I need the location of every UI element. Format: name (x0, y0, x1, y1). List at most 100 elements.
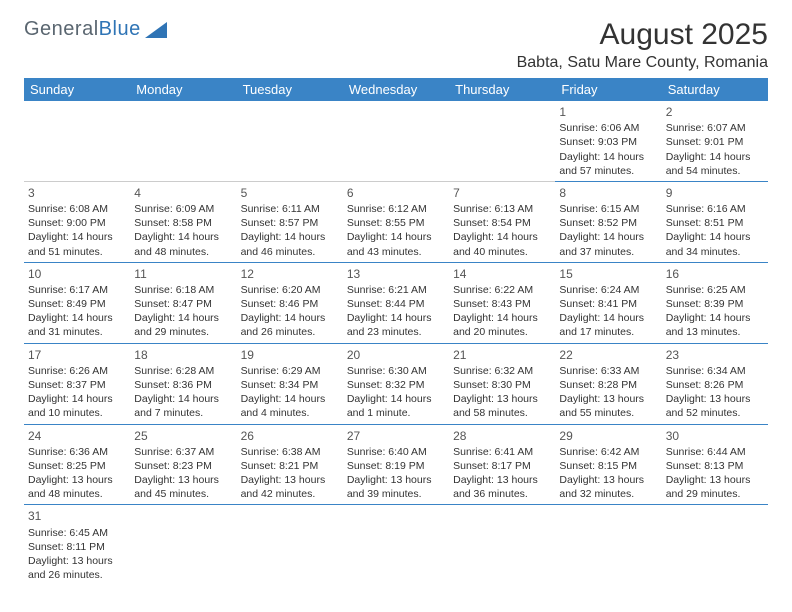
daylight-text: Daylight: 14 hours (347, 311, 445, 325)
day-number: 28 (453, 428, 551, 444)
calendar-cell (237, 101, 343, 181)
sunset-text: Sunset: 8:46 PM (241, 297, 339, 311)
day-number: 30 (666, 428, 764, 444)
day-number: 20 (347, 347, 445, 363)
sunset-text: Sunset: 9:03 PM (559, 135, 657, 149)
sunset-text: Sunset: 8:21 PM (241, 459, 339, 473)
calendar-cell: 16Sunrise: 6:25 AMSunset: 8:39 PMDayligh… (662, 262, 768, 343)
table-row: 1Sunrise: 6:06 AMSunset: 9:03 PMDaylight… (24, 101, 768, 181)
sunset-text: Sunset: 8:43 PM (453, 297, 551, 311)
daylight-text: Daylight: 14 hours (559, 230, 657, 244)
day-number: 5 (241, 185, 339, 201)
calendar-cell (130, 505, 236, 585)
daylight-text: and 10 minutes. (28, 406, 126, 420)
calendar-body: 1Sunrise: 6:06 AMSunset: 9:03 PMDaylight… (24, 101, 768, 585)
sunset-text: Sunset: 8:23 PM (134, 459, 232, 473)
header-row: GeneralBlue August 2025 Babta, Satu Mare… (24, 18, 768, 72)
daylight-text: Daylight: 13 hours (28, 554, 126, 568)
daylight-text: Daylight: 14 hours (28, 311, 126, 325)
daylight-text: Daylight: 14 hours (347, 392, 445, 406)
daylight-text: Daylight: 13 hours (666, 473, 764, 487)
calendar-cell: 7Sunrise: 6:13 AMSunset: 8:54 PMDaylight… (449, 181, 555, 262)
day-number: 11 (134, 266, 232, 282)
sunrise-text: Sunrise: 6:33 AM (559, 364, 657, 378)
logo-text-blue: Blue (99, 18, 141, 41)
daylight-text: and 51 minutes. (28, 245, 126, 259)
calendar-cell: 24Sunrise: 6:36 AMSunset: 8:25 PMDayligh… (24, 424, 130, 505)
sunrise-text: Sunrise: 6:32 AM (453, 364, 551, 378)
day-number: 3 (28, 185, 126, 201)
sunset-text: Sunset: 8:11 PM (28, 540, 126, 554)
calendar-cell: 2Sunrise: 6:07 AMSunset: 9:01 PMDaylight… (662, 101, 768, 181)
calendar-cell: 22Sunrise: 6:33 AMSunset: 8:28 PMDayligh… (555, 343, 661, 424)
day-number: 12 (241, 266, 339, 282)
day-number: 19 (241, 347, 339, 363)
daylight-text: and 23 minutes. (347, 325, 445, 339)
day-header: Sunday (24, 78, 130, 101)
sunset-text: Sunset: 8:34 PM (241, 378, 339, 392)
sunrise-text: Sunrise: 6:16 AM (666, 202, 764, 216)
daylight-text: and 29 minutes. (666, 487, 764, 501)
daylight-text: and 42 minutes. (241, 487, 339, 501)
sunrise-text: Sunrise: 6:11 AM (241, 202, 339, 216)
sunrise-text: Sunrise: 6:15 AM (559, 202, 657, 216)
daylight-text: and 57 minutes. (559, 164, 657, 178)
sunrise-text: Sunrise: 6:20 AM (241, 283, 339, 297)
daylight-text: Daylight: 13 hours (559, 473, 657, 487)
daylight-text: and 29 minutes. (134, 325, 232, 339)
day-number: 7 (453, 185, 551, 201)
sunrise-text: Sunrise: 6:40 AM (347, 445, 445, 459)
sunrise-text: Sunrise: 6:12 AM (347, 202, 445, 216)
page: GeneralBlue August 2025 Babta, Satu Mare… (0, 0, 792, 603)
sunset-text: Sunset: 9:01 PM (666, 135, 764, 149)
sunset-text: Sunset: 8:55 PM (347, 216, 445, 230)
daylight-text: Daylight: 14 hours (559, 311, 657, 325)
day-header: Monday (130, 78, 236, 101)
sunrise-text: Sunrise: 6:08 AM (28, 202, 126, 216)
sunrise-text: Sunrise: 6:07 AM (666, 121, 764, 135)
daylight-text: Daylight: 14 hours (347, 230, 445, 244)
daylight-text: Daylight: 14 hours (134, 392, 232, 406)
day-number: 14 (453, 266, 551, 282)
table-row: 3Sunrise: 6:08 AMSunset: 9:00 PMDaylight… (24, 181, 768, 262)
daylight-text: Daylight: 13 hours (453, 392, 551, 406)
title-block: August 2025 Babta, Satu Mare County, Rom… (517, 18, 768, 72)
logo-text-general: General (24, 18, 99, 41)
day-number: 22 (559, 347, 657, 363)
location-label: Babta, Satu Mare County, Romania (517, 54, 768, 72)
calendar-cell (449, 101, 555, 181)
table-row: 17Sunrise: 6:26 AMSunset: 8:37 PMDayligh… (24, 343, 768, 424)
daylight-text: Daylight: 13 hours (347, 473, 445, 487)
table-row: 24Sunrise: 6:36 AMSunset: 8:25 PMDayligh… (24, 424, 768, 505)
sunset-text: Sunset: 8:19 PM (347, 459, 445, 473)
sunrise-text: Sunrise: 6:17 AM (28, 283, 126, 297)
sunrise-text: Sunrise: 6:21 AM (347, 283, 445, 297)
calendar-cell (343, 505, 449, 585)
sunrise-text: Sunrise: 6:30 AM (347, 364, 445, 378)
calendar-cell: 9Sunrise: 6:16 AMSunset: 8:51 PMDaylight… (662, 181, 768, 262)
calendar-cell: 1Sunrise: 6:06 AMSunset: 9:03 PMDaylight… (555, 101, 661, 181)
sunrise-text: Sunrise: 6:44 AM (666, 445, 764, 459)
sunrise-text: Sunrise: 6:06 AM (559, 121, 657, 135)
calendar-cell (343, 101, 449, 181)
sunset-text: Sunset: 8:36 PM (134, 378, 232, 392)
daylight-text: and 52 minutes. (666, 406, 764, 420)
daylight-text: Daylight: 14 hours (241, 230, 339, 244)
sunset-text: Sunset: 8:17 PM (453, 459, 551, 473)
day-number: 26 (241, 428, 339, 444)
sunrise-text: Sunrise: 6:13 AM (453, 202, 551, 216)
calendar-head: SundayMondayTuesdayWednesdayThursdayFrid… (24, 78, 768, 101)
daylight-text: Daylight: 14 hours (134, 311, 232, 325)
calendar-cell: 27Sunrise: 6:40 AMSunset: 8:19 PMDayligh… (343, 424, 449, 505)
daylight-text: Daylight: 13 hours (453, 473, 551, 487)
day-number: 10 (28, 266, 126, 282)
flag-icon (145, 22, 167, 38)
day-header: Tuesday (237, 78, 343, 101)
daylight-text: and 43 minutes. (347, 245, 445, 259)
daylight-text: and 34 minutes. (666, 245, 764, 259)
day-number: 17 (28, 347, 126, 363)
sunset-text: Sunset: 8:30 PM (453, 378, 551, 392)
day-number: 13 (347, 266, 445, 282)
daylight-text: and 17 minutes. (559, 325, 657, 339)
daylight-text: and 58 minutes. (453, 406, 551, 420)
